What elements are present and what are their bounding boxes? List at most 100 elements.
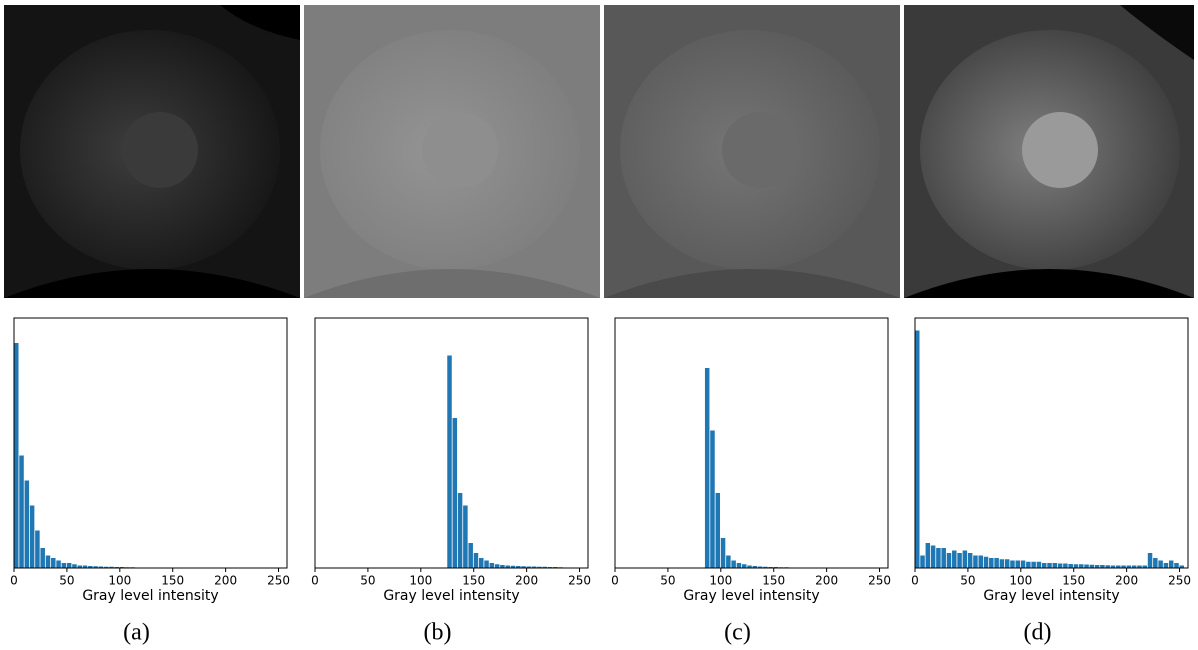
bar — [1137, 565, 1142, 568]
bar — [494, 564, 500, 568]
bar — [915, 330, 920, 568]
bar — [946, 553, 952, 568]
bar — [1110, 565, 1116, 568]
bar — [741, 564, 747, 568]
x-tick-label: 100 — [409, 574, 432, 588]
bar — [516, 566, 521, 568]
bar — [463, 505, 468, 568]
bar — [500, 565, 505, 568]
bar — [473, 553, 479, 568]
x-tick-label: 100 — [1009, 574, 1032, 588]
plot-frame — [13, 317, 288, 569]
bar — [962, 550, 968, 568]
bar — [941, 548, 946, 568]
x-tick-label: 0 — [911, 574, 919, 588]
bar — [66, 563, 72, 568]
x-tick-label: 250 — [568, 574, 591, 588]
plot-frame — [914, 317, 1189, 569]
image-b — [304, 5, 600, 298]
x-tick-label: 50 — [960, 574, 975, 588]
bar — [45, 555, 51, 568]
bar — [967, 553, 973, 568]
bar — [1153, 558, 1158, 568]
bar — [510, 565, 516, 568]
bar — [489, 563, 495, 568]
bar — [930, 545, 936, 568]
x-tick-label: 100 — [108, 574, 131, 588]
plot-frame — [314, 317, 589, 569]
x-tick-label: 50 — [660, 574, 675, 588]
x-tick-label: 150 — [762, 574, 785, 588]
bar — [1057, 563, 1063, 568]
bar — [1100, 565, 1105, 568]
bar — [1116, 565, 1121, 568]
bar — [452, 418, 458, 568]
x-axis-label: Gray level intensity — [983, 588, 1119, 604]
bar — [98, 566, 104, 568]
bar — [763, 566, 768, 568]
bar — [1010, 560, 1015, 568]
bar — [1142, 565, 1147, 568]
x-tick-label: 200 — [1115, 574, 1138, 588]
bar — [1052, 563, 1058, 568]
bar — [1047, 563, 1052, 568]
x-tick-label: 0 — [311, 574, 319, 588]
x-axis-label: Gray level intensity — [683, 588, 819, 604]
bar — [704, 368, 710, 568]
bar — [1163, 563, 1169, 568]
bar — [1158, 560, 1163, 568]
bar — [93, 566, 98, 568]
x-tick-label: 100 — [709, 574, 732, 588]
bar — [983, 556, 989, 568]
bar — [24, 480, 30, 568]
bar — [736, 563, 742, 568]
bar — [526, 566, 532, 568]
x-tick-label: 200 — [815, 574, 838, 588]
caption: (c) — [724, 620, 751, 646]
bar — [989, 558, 994, 568]
bar — [51, 558, 56, 568]
bar — [1026, 561, 1031, 568]
bar — [731, 560, 736, 568]
bar — [1105, 565, 1110, 568]
bar — [542, 566, 547, 568]
x-tick-label: 0 — [10, 574, 18, 588]
bar — [521, 566, 526, 568]
bar — [752, 566, 758, 568]
bar — [925, 543, 931, 568]
bar — [29, 505, 35, 568]
bar — [1068, 564, 1073, 568]
bar — [56, 560, 61, 568]
bar — [77, 565, 82, 568]
x-tick-label: 150 — [462, 574, 485, 588]
bar — [1174, 563, 1179, 568]
bar — [1131, 565, 1137, 568]
bar — [447, 355, 452, 568]
bar — [14, 343, 19, 568]
bar — [82, 565, 88, 568]
bar — [1041, 563, 1047, 568]
x-tick-label: 200 — [214, 574, 237, 588]
bar — [757, 566, 763, 568]
bar — [1031, 561, 1036, 568]
x-tick-label: 0 — [611, 574, 619, 588]
bar — [40, 548, 45, 568]
bar — [109, 566, 114, 568]
bar — [1121, 565, 1126, 568]
bar — [720, 538, 726, 568]
caption: (b) — [424, 620, 452, 646]
x-tick-label: 250 — [267, 574, 290, 588]
bar — [1004, 559, 1010, 568]
bar — [936, 548, 941, 568]
bar — [1094, 565, 1100, 568]
bar — [710, 430, 715, 568]
bar — [1179, 565, 1185, 568]
histogram-panel: 0 50 100 150 200 250 Gray level intensity (d) — [911, 317, 1191, 646]
bar — [920, 555, 925, 568]
image-a — [4, 5, 300, 298]
x-tick-label: 50 — [360, 574, 375, 588]
histogram-panel: 0 50 100 150 200 250 Gray level intensity (c) — [611, 317, 891, 646]
bar — [999, 559, 1005, 568]
bar — [994, 558, 999, 568]
